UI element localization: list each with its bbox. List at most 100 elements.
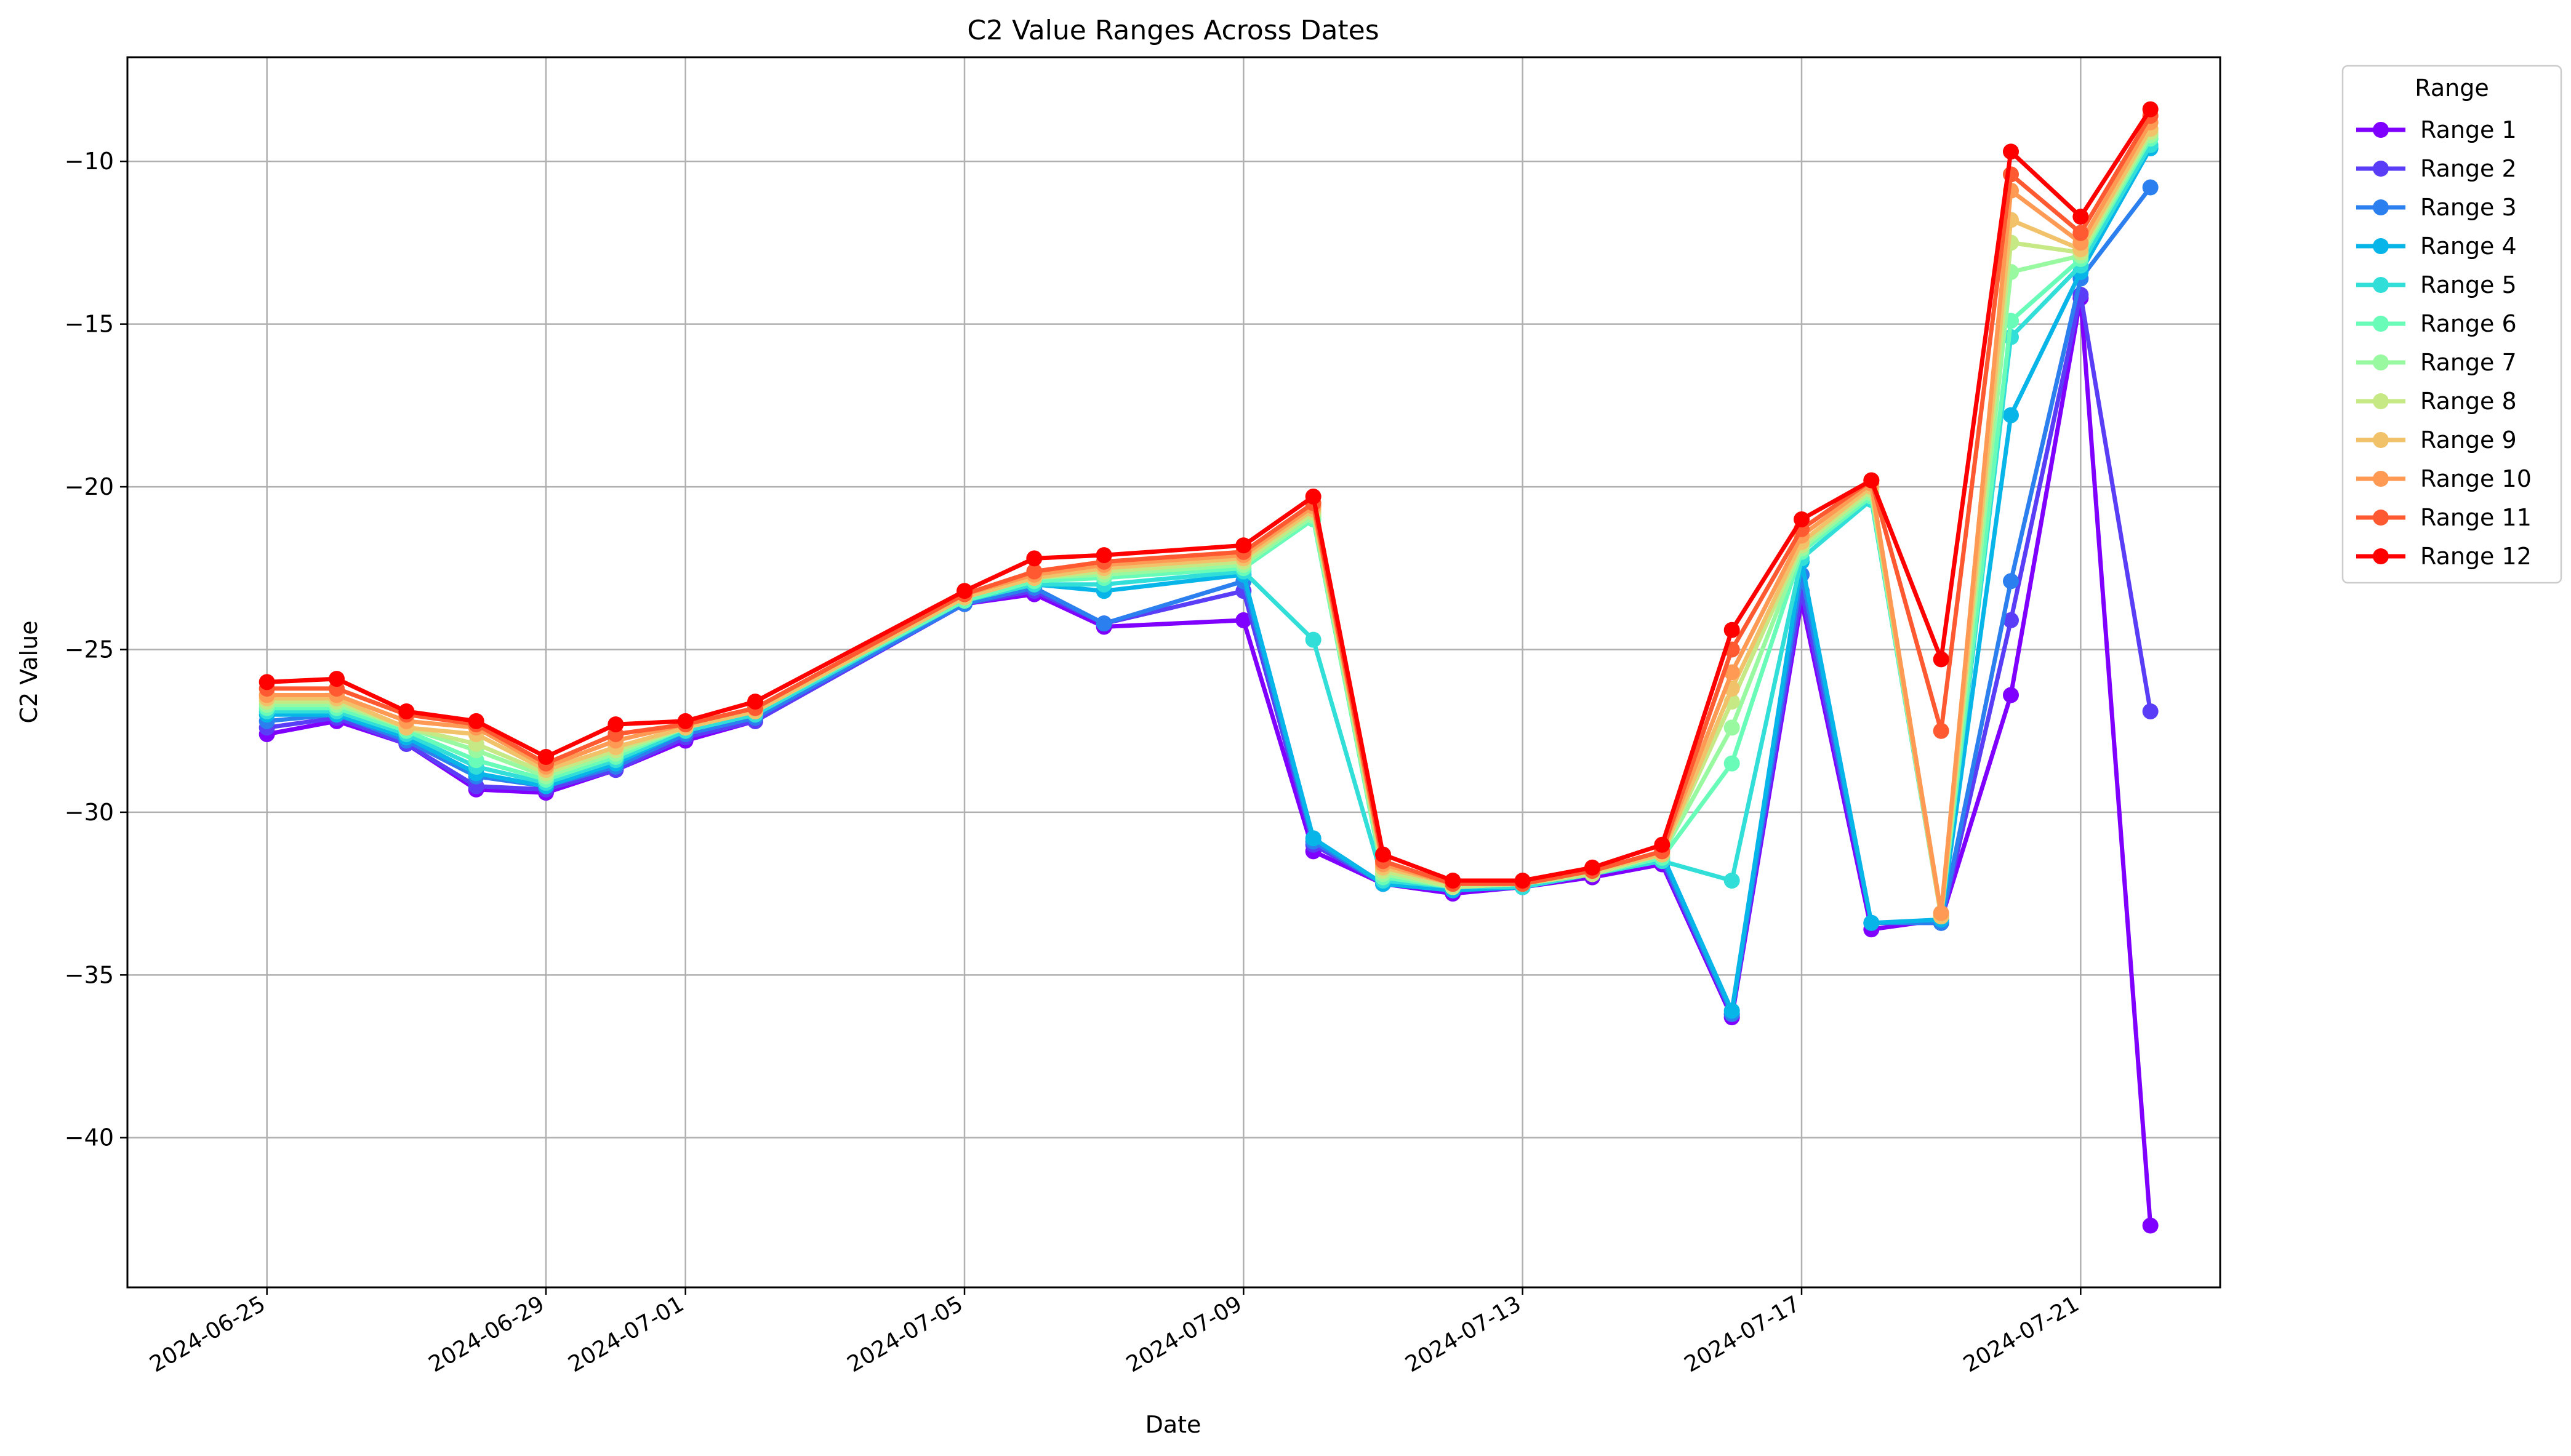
data-point bbox=[1723, 664, 1740, 681]
legend-item: Range 7 bbox=[2356, 349, 2517, 376]
legend-label: Range 9 bbox=[2420, 426, 2517, 454]
y-tick-label: −15 bbox=[65, 311, 114, 338]
legend-item: Range 5 bbox=[2356, 271, 2517, 298]
y-axis-ticks: −40 −35 −30 −25 −20 −15 −10 bbox=[65, 148, 127, 1151]
data-point bbox=[2142, 179, 2159, 196]
data-point bbox=[1096, 547, 1112, 564]
legend-swatch-marker bbox=[2373, 238, 2389, 254]
legend-label: Range 3 bbox=[2420, 194, 2517, 221]
data-point bbox=[468, 713, 484, 729]
legend-swatch-marker bbox=[2373, 199, 2389, 215]
y-tick-label: −10 bbox=[65, 148, 114, 175]
legend-label: Range 5 bbox=[2420, 271, 2517, 298]
legend-label: Range 1 bbox=[2420, 116, 2517, 143]
legend-item: Range 11 bbox=[2356, 504, 2532, 531]
legend: Range Range 1 Range 2 Range 3 Range 4 Range 5… bbox=[2341, 65, 2562, 584]
legend-label: Range 7 bbox=[2420, 349, 2517, 376]
legend-label: Range 4 bbox=[2420, 233, 2517, 260]
y-tick-label: −20 bbox=[65, 473, 114, 500]
series-layer bbox=[259, 101, 2159, 1234]
data-point bbox=[1863, 472, 1880, 489]
data-point bbox=[1794, 511, 1810, 527]
x-axis-label: Date bbox=[1145, 1411, 1201, 1438]
legend-item: Range 8 bbox=[2356, 388, 2517, 415]
plot-frame bbox=[126, 56, 2221, 1289]
data-point bbox=[1096, 615, 1112, 632]
data-point bbox=[2003, 573, 2019, 590]
series-12 bbox=[259, 101, 2159, 889]
data-point bbox=[398, 703, 415, 719]
legend-label: Range 8 bbox=[2420, 388, 2517, 415]
legend-item: Range 9 bbox=[2356, 426, 2517, 454]
data-point bbox=[1445, 872, 1461, 889]
data-point bbox=[1026, 563, 1043, 580]
legend-label: Range 11 bbox=[2420, 504, 2532, 531]
legend-swatch-marker bbox=[2373, 354, 2389, 370]
legend-swatch-marker bbox=[2373, 277, 2389, 293]
data-point bbox=[2072, 209, 2089, 225]
legend-item: Range 4 bbox=[2356, 233, 2517, 260]
data-point bbox=[1584, 859, 1600, 876]
data-point bbox=[2003, 612, 2019, 628]
data-point bbox=[1933, 722, 1949, 739]
data-point bbox=[1723, 719, 1740, 736]
data-point bbox=[2142, 101, 2159, 118]
legend-box bbox=[2341, 65, 2562, 584]
legend-item: Range 2 bbox=[2356, 155, 2517, 182]
y-tick-label: −25 bbox=[65, 636, 114, 663]
legend-item: Range 12 bbox=[2356, 543, 2532, 570]
data-point bbox=[2003, 407, 2019, 423]
data-point bbox=[1933, 651, 1949, 668]
data-point bbox=[1514, 872, 1531, 889]
legend-swatch-marker bbox=[2373, 548, 2389, 564]
data-point bbox=[1723, 872, 1740, 889]
legend-swatch-marker bbox=[2373, 316, 2389, 332]
data-point bbox=[608, 716, 624, 733]
data-point bbox=[538, 748, 554, 765]
data-point bbox=[259, 674, 275, 690]
data-point bbox=[1235, 537, 1252, 554]
y-tick-label: −30 bbox=[65, 799, 114, 826]
data-point bbox=[1305, 488, 1322, 505]
legend-label: Range 10 bbox=[2420, 465, 2532, 492]
data-point bbox=[1723, 622, 1740, 638]
data-point bbox=[1863, 914, 1880, 931]
data-point bbox=[1654, 836, 1671, 853]
legend-label: Range 6 bbox=[2420, 310, 2517, 337]
data-point bbox=[1305, 631, 1322, 648]
data-point bbox=[2003, 143, 2019, 160]
data-point bbox=[957, 583, 973, 599]
legend-swatch-marker bbox=[2373, 393, 2389, 409]
legend-swatch-marker bbox=[2373, 510, 2389, 526]
legend-title: Range bbox=[2415, 74, 2489, 102]
data-point bbox=[2142, 1217, 2159, 1234]
legend-item: Range 3 bbox=[2356, 194, 2517, 221]
data-point bbox=[1723, 1002, 1740, 1019]
y-axis-label: C2 Value bbox=[15, 620, 42, 723]
data-point bbox=[1305, 830, 1322, 847]
legend-item: Range 10 bbox=[2356, 465, 2532, 492]
data-point bbox=[1375, 846, 1391, 863]
data-point bbox=[2072, 225, 2089, 241]
data-point bbox=[2003, 687, 2019, 703]
data-point bbox=[1723, 755, 1740, 772]
legend-swatch-marker bbox=[2373, 432, 2389, 448]
y-tick-label: −35 bbox=[65, 961, 114, 988]
data-point bbox=[1235, 612, 1252, 628]
chart-title: C2 Value Ranges Across Dates bbox=[967, 15, 1379, 46]
data-point bbox=[1026, 550, 1043, 567]
data-point bbox=[1933, 905, 1949, 921]
legend-swatch-marker bbox=[2373, 122, 2389, 138]
y-tick-label: −40 bbox=[65, 1124, 114, 1151]
data-point bbox=[2142, 703, 2159, 719]
legend-swatch-marker bbox=[2373, 471, 2389, 487]
legend-item: Range 6 bbox=[2356, 310, 2517, 337]
legend-label: Range 12 bbox=[2420, 543, 2532, 570]
data-point bbox=[747, 694, 763, 710]
legend-label: Range 2 bbox=[2420, 155, 2517, 182]
legend-swatch-marker bbox=[2373, 161, 2389, 177]
data-point bbox=[677, 713, 694, 729]
data-point bbox=[329, 671, 345, 687]
legend-item: Range 1 bbox=[2356, 116, 2517, 143]
